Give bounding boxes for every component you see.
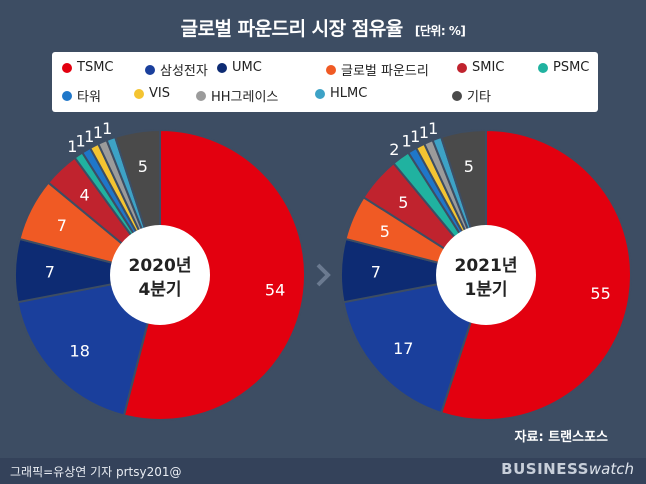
center-label: 2020년 <box>129 256 192 276</box>
data-label: 1 <box>76 132 86 151</box>
data-label: 7 <box>371 263 381 282</box>
data-label: 5 <box>380 222 390 241</box>
data-label: 5 <box>398 193 408 212</box>
legend-swatch <box>326 64 336 75</box>
data-label: 1 <box>402 132 412 151</box>
legend-swatch <box>145 64 155 75</box>
chart-title-row: 글로벌 파운드리 시장 점유율 [단위: %] <box>0 14 646 41</box>
brand-main: BUSINESS <box>501 460 589 478</box>
data-label: 1 <box>419 123 429 142</box>
legend-swatch <box>457 62 467 73</box>
legend-swatch <box>134 88 144 99</box>
legend: TSMC 삼성전자 UMC 글로벌 파운드리 SMIC PSMC 타워 VIS HH그레이스 HL… <box>52 52 598 112</box>
legend-swatch <box>62 90 72 101</box>
chart-title: 글로벌 파운드리 시장 점유율 <box>180 18 404 40</box>
data-label: 1 <box>102 119 112 138</box>
data-label: 18 <box>70 341 90 360</box>
legend-label: UMC <box>232 60 262 75</box>
legend-label: HH그레이스 <box>211 90 279 105</box>
legend-item: SMIC <box>457 60 504 75</box>
legend-label: 삼성전자 <box>160 64 208 79</box>
legend-label: 기타 <box>467 90 491 105</box>
data-label: 5 <box>464 157 474 176</box>
center-label: 4분기 <box>138 280 181 300</box>
legend-swatch <box>452 90 462 101</box>
data-label: 1 <box>84 127 94 146</box>
legend-item: PSMC <box>538 60 589 75</box>
legend-item: 타워 <box>62 86 101 105</box>
legend-label: VIS <box>149 86 170 101</box>
data-label: 1 <box>93 123 103 142</box>
center-label: 1분기 <box>464 280 507 300</box>
legend-item: 삼성전자 <box>145 60 208 79</box>
legend-item: UMC <box>217 60 262 75</box>
data-label: 4 <box>80 186 90 205</box>
brand-logo: BUSINESSwatch <box>501 460 634 478</box>
legend-swatch <box>196 90 206 101</box>
donut-hole <box>110 225 210 325</box>
pie-slice <box>16 273 162 417</box>
pie-slice <box>439 128 632 421</box>
legend-item: HLMC <box>315 86 367 101</box>
legend-swatch <box>538 62 548 73</box>
legend-label: 글로벌 파운드리 <box>341 64 429 79</box>
data-label: 7 <box>57 216 67 235</box>
data-label: 1 <box>410 127 420 146</box>
legend-item: 기타 <box>452 86 491 105</box>
arrow-icon <box>316 263 331 287</box>
source-label: 자료: 트랜스포스 <box>514 430 608 445</box>
data-label: 17 <box>393 339 413 358</box>
data-label: 1 <box>428 119 438 138</box>
legend-swatch <box>315 88 325 99</box>
legend-label: PSMC <box>553 60 590 75</box>
data-label: 2 <box>389 140 399 159</box>
legend-swatch <box>62 62 72 73</box>
legend-label: TSMC <box>77 60 114 75</box>
center-label: 2021년 <box>455 256 518 276</box>
legend-label: SMIC <box>472 60 505 75</box>
data-label: 1 <box>67 137 77 156</box>
legend-label: HLMC <box>330 86 368 101</box>
legend-item: VIS <box>134 86 170 101</box>
data-label: 54 <box>265 281 285 300</box>
pie-slice <box>122 128 307 421</box>
legend-item: 글로벌 파운드리 <box>326 60 429 79</box>
brand-sub: watch <box>588 460 634 478</box>
footer-bar <box>0 458 646 484</box>
legend-label: 타워 <box>77 90 101 105</box>
data-label: 5 <box>138 157 148 176</box>
legend-item: TSMC <box>62 60 114 75</box>
donut-hole <box>436 225 536 325</box>
unit-label: [단위: %] <box>414 24 466 38</box>
data-label: 55 <box>590 284 610 303</box>
data-label: 7 <box>45 263 55 282</box>
legend-item: HH그레이스 <box>196 86 278 105</box>
legend-swatch <box>217 62 227 73</box>
graphic-credit: 그래픽=유상연 기자 prtsy201@ <box>10 465 182 479</box>
